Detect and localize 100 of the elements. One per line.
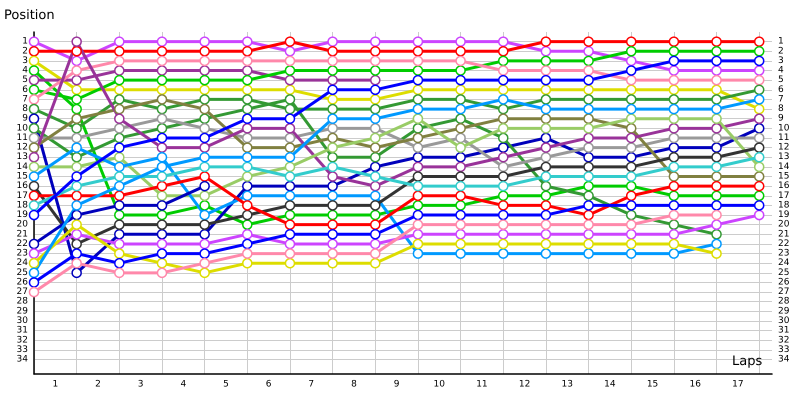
point — [626, 56, 636, 66]
point — [711, 104, 722, 114]
point — [156, 180, 168, 192]
point — [242, 142, 253, 153]
point — [114, 162, 125, 172]
point — [370, 162, 381, 172]
point — [327, 74, 338, 86]
point — [668, 248, 680, 259]
point — [327, 123, 338, 134]
point — [199, 238, 210, 250]
y-tick-label: 34 — [16, 354, 28, 365]
x-tick-label: 6 — [266, 380, 272, 390]
point — [242, 56, 253, 66]
point — [754, 142, 764, 153]
point — [626, 248, 636, 259]
y2-tick-label: 5 — [778, 75, 784, 86]
point — [412, 229, 424, 240]
y-tick-label: 28 — [16, 296, 28, 307]
point — [711, 171, 722, 182]
point — [626, 162, 636, 172]
y-tick-label: 16 — [16, 181, 28, 192]
point — [327, 190, 338, 202]
point — [455, 210, 466, 220]
point — [455, 142, 466, 153]
point — [199, 268, 210, 278]
y-tick-label: 23 — [16, 248, 28, 259]
point — [284, 238, 296, 250]
point — [540, 229, 552, 240]
point — [754, 180, 764, 192]
y-tick-label: 27 — [16, 287, 28, 298]
point — [583, 46, 594, 57]
point — [668, 180, 680, 192]
point — [28, 268, 40, 278]
point — [412, 210, 424, 220]
point — [114, 84, 125, 96]
y-tick-label: 25 — [16, 268, 28, 278]
y-tick-label: 21 — [16, 229, 28, 240]
point — [668, 219, 680, 230]
point — [412, 132, 424, 144]
point — [540, 210, 552, 220]
point — [754, 132, 764, 144]
y2-tick-label: 17 — [778, 190, 790, 201]
point — [284, 248, 296, 259]
point — [668, 142, 680, 153]
point — [370, 65, 381, 76]
point — [284, 46, 296, 57]
point — [583, 142, 594, 153]
point — [71, 65, 82, 76]
point — [156, 200, 168, 211]
point — [540, 56, 552, 66]
y2-tick-label: 9 — [778, 114, 784, 124]
point — [156, 74, 168, 86]
point — [28, 84, 40, 96]
point — [540, 142, 552, 153]
point — [156, 162, 168, 172]
point — [242, 113, 253, 124]
point — [28, 94, 40, 105]
point — [199, 65, 210, 76]
point — [242, 132, 253, 144]
point — [711, 84, 722, 96]
point — [242, 65, 253, 76]
point — [583, 238, 594, 250]
y-tick-label: 11 — [16, 132, 28, 143]
point — [370, 132, 381, 144]
y2-tick-label: 25 — [778, 268, 790, 278]
point — [370, 238, 381, 250]
point — [199, 74, 210, 86]
y2-tick-label: 34 — [778, 354, 790, 365]
point — [498, 94, 508, 105]
x-tick-label: 5 — [223, 380, 229, 390]
point — [156, 113, 168, 124]
point — [626, 65, 636, 76]
point — [242, 36, 253, 47]
x-tick-label: 13 — [562, 380, 573, 390]
point — [114, 210, 125, 220]
point — [711, 248, 722, 259]
point — [156, 248, 168, 259]
point — [711, 190, 722, 202]
point — [199, 180, 210, 192]
point — [199, 162, 210, 172]
point — [327, 142, 338, 153]
point — [156, 36, 168, 47]
y-tick-label: 9 — [22, 114, 28, 124]
point — [668, 132, 680, 144]
point — [199, 36, 210, 47]
point — [668, 190, 680, 202]
point — [455, 132, 466, 144]
y2-tick-label: 16 — [778, 181, 790, 192]
y-tick-label: 14 — [16, 162, 28, 172]
x-tick-label: 4 — [180, 380, 186, 390]
point — [711, 219, 722, 230]
point — [284, 171, 296, 182]
point — [28, 123, 40, 134]
point — [284, 104, 296, 114]
point — [156, 268, 168, 278]
point — [455, 180, 466, 192]
y2-tick-label: 4 — [778, 66, 784, 76]
point — [455, 200, 466, 211]
point — [711, 132, 722, 144]
point — [242, 152, 253, 162]
